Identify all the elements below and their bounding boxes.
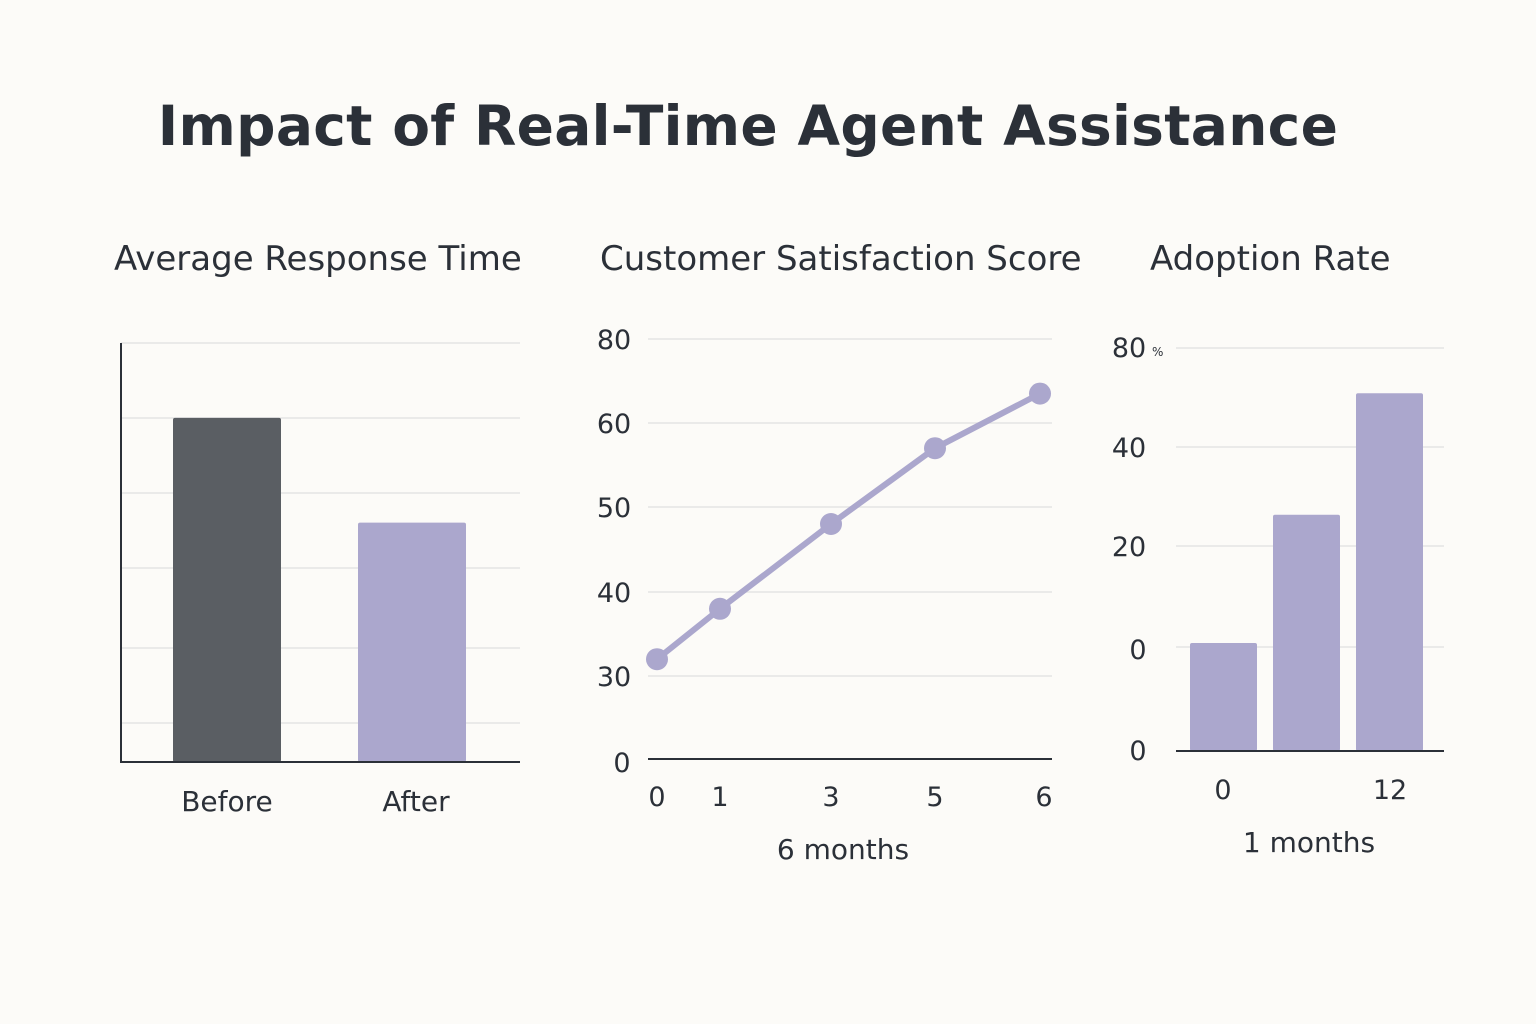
data-point — [924, 437, 946, 460]
y-tick-label: 30 — [597, 662, 631, 693]
satisfaction-chart-title: Customer Satisfaction Score — [600, 239, 1082, 279]
x-tick-label: 1 — [711, 782, 728, 813]
bar-after — [358, 522, 466, 762]
x-tick-label: 6 — [1035, 782, 1052, 813]
x-tick-label: 3 — [822, 782, 839, 813]
x-axis-label: 6 months — [777, 833, 909, 866]
x-axis-label: 1 months — [1243, 826, 1375, 859]
y-tick-label: 40 — [1112, 433, 1146, 464]
adoption-bar — [1273, 514, 1340, 751]
x-tick-label: Before — [181, 785, 273, 818]
y-tick-label: 60 — [597, 409, 631, 440]
satisfaction-chart: 80 60 50 40 30 0 0 1 3 5 6 6 months — [597, 325, 1053, 866]
x-tick-label: 0 — [1214, 775, 1231, 806]
bar-before — [173, 417, 281, 762]
adoption-y-ticks: 80 % 40 20 0 0 — [1112, 333, 1164, 767]
x-tick-label: 0 — [648, 782, 665, 813]
x-tick-label: After — [382, 785, 450, 818]
data-point — [1029, 382, 1051, 405]
y-tick-label: 80 — [597, 325, 631, 356]
data-point — [820, 513, 842, 535]
x-tick-label: 5 — [926, 782, 943, 813]
y-tick-label: 20 — [1112, 532, 1146, 563]
satisfaction-series-line — [654, 390, 1043, 663]
page-title: Impact of Real-Time Agent Assistance — [157, 94, 1339, 158]
y-tick-label: 50 — [597, 493, 631, 524]
adoption-chart-title: Adoption Rate — [1150, 239, 1391, 279]
adoption-bar — [1356, 393, 1423, 751]
satisfaction-points — [646, 382, 1051, 671]
data-point — [646, 648, 668, 671]
satisfaction-y-ticks: 80 60 50 40 30 0 — [597, 325, 631, 779]
data-point — [709, 597, 731, 620]
y-tick-label: 0 — [1129, 736, 1146, 767]
adoption-bars — [1190, 393, 1423, 751]
satisfaction-x-ticks: 0 1 3 5 6 — [648, 782, 1052, 813]
y-tick-label: 40 — [597, 578, 631, 609]
y-tick-label: 0 — [613, 748, 630, 779]
y-tick-label: 0 — [1129, 635, 1146, 666]
response-time-chart: Before After — [120, 342, 520, 818]
y-tick-label: 80 — [1112, 333, 1146, 364]
y-unit-label: % — [1152, 345, 1163, 359]
response-time-chart-title: Average Response Time — [114, 239, 522, 279]
adoption-chart: 80 % 40 20 0 0 0 12 1 months — [1112, 333, 1444, 859]
adoption-bar — [1190, 643, 1257, 751]
x-tick-label: 12 — [1373, 775, 1407, 806]
